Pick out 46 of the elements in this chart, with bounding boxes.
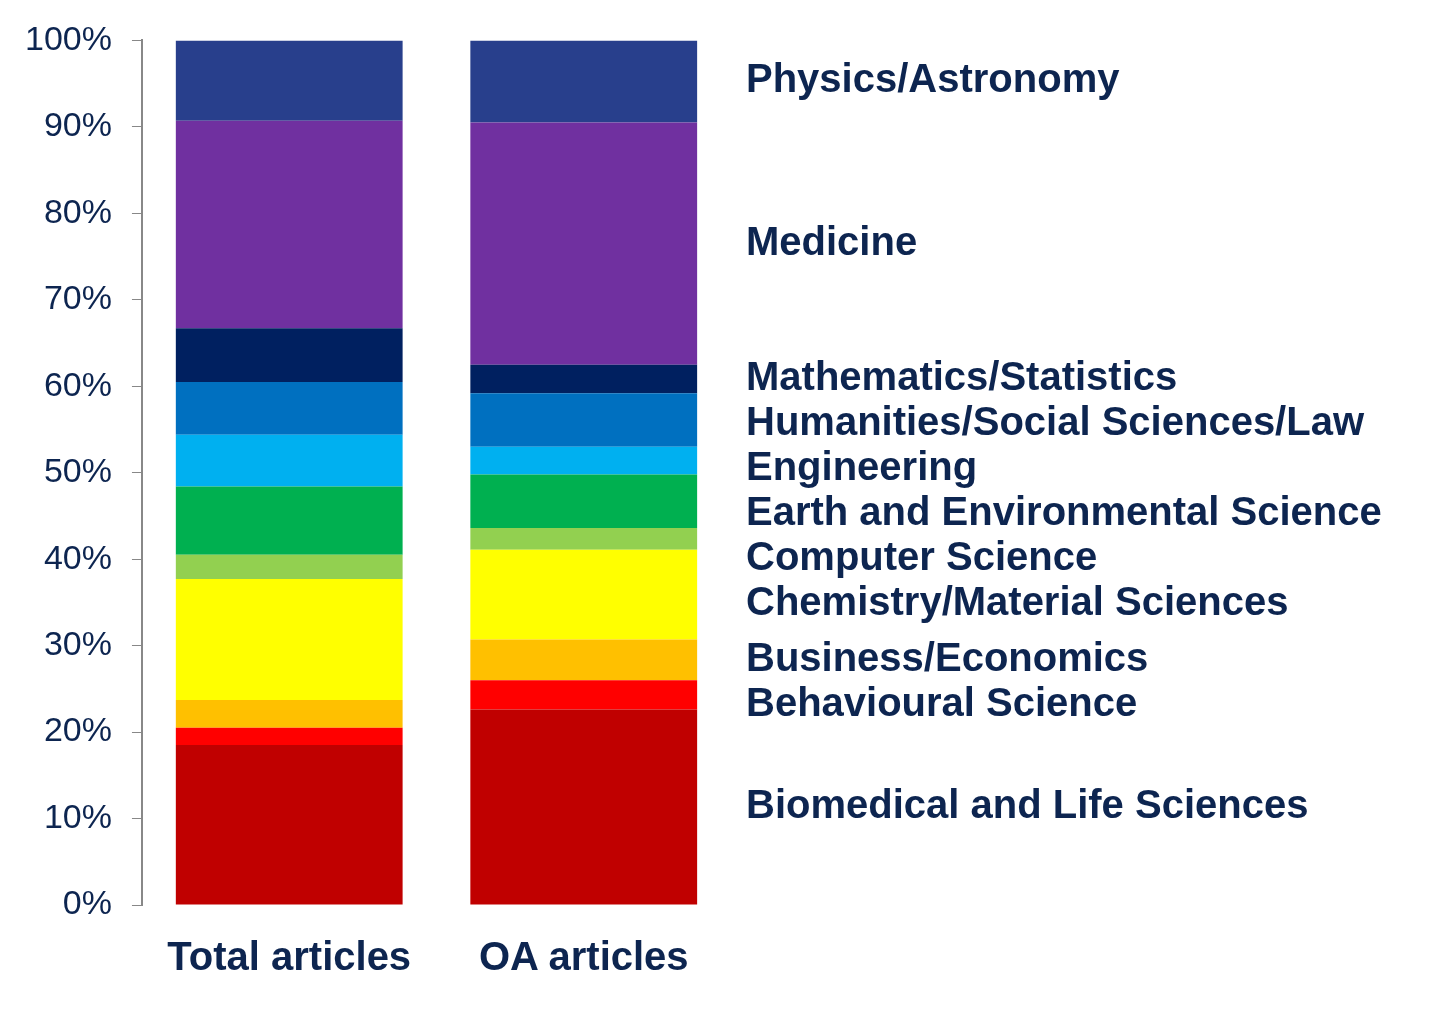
series-label: Behavioural Science: [746, 679, 1138, 724]
y-tick-label: 100%: [24, 18, 112, 57]
bar: [175, 700, 403, 728]
series-label: Engineering: [746, 443, 978, 488]
series-label: Computer Science: [746, 533, 1098, 578]
series-label: Chemistry/Material Sciences: [746, 578, 1289, 623]
bar: [175, 381, 403, 435]
bar: [175, 40, 403, 121]
bar: [470, 122, 698, 365]
y-tick-label: 20%: [43, 710, 112, 749]
bar: [470, 364, 698, 394]
y-tick-label: 10%: [43, 796, 112, 835]
series-label: Humanities/Social Sciences/Law: [746, 398, 1365, 443]
bar: [175, 120, 403, 329]
y-tick-label: 40%: [43, 537, 112, 576]
series-label: Business/Economics: [746, 634, 1149, 679]
bar: [175, 745, 403, 905]
bar: [175, 486, 403, 555]
bar: [470, 474, 698, 529]
series-label: Medicine: [746, 218, 918, 263]
y-tick-label: 60%: [43, 364, 112, 403]
y-tick-label: 70%: [43, 278, 112, 317]
bar: [470, 528, 698, 550]
y-tick-label: 50%: [43, 451, 112, 490]
bar: [470, 680, 698, 710]
bar: [470, 40, 698, 123]
bar: [470, 446, 698, 475]
series-label: Biomedical and Life Sciences: [746, 782, 1309, 827]
y-tick-label: 80%: [43, 191, 112, 230]
bar: [175, 554, 403, 580]
bar: [470, 393, 698, 447]
series-label: Physics/Astronomy: [746, 56, 1121, 101]
bar: [175, 579, 403, 701]
bar: [470, 709, 698, 905]
bar: [470, 549, 698, 640]
x-tick-label: Total articles: [167, 934, 412, 979]
x-tick-label: OA articles: [478, 934, 689, 979]
series-label: Mathematics/Statistics: [746, 353, 1178, 398]
bar: [175, 434, 403, 487]
bar: [470, 639, 698, 681]
series-label: Earth and Environmental Science: [746, 488, 1382, 533]
y-tick-label: 90%: [43, 105, 112, 144]
bar: [175, 727, 403, 746]
y-tick-label: 0%: [62, 883, 112, 922]
y-tick-label: 30%: [43, 623, 112, 662]
bar: [175, 328, 403, 382]
